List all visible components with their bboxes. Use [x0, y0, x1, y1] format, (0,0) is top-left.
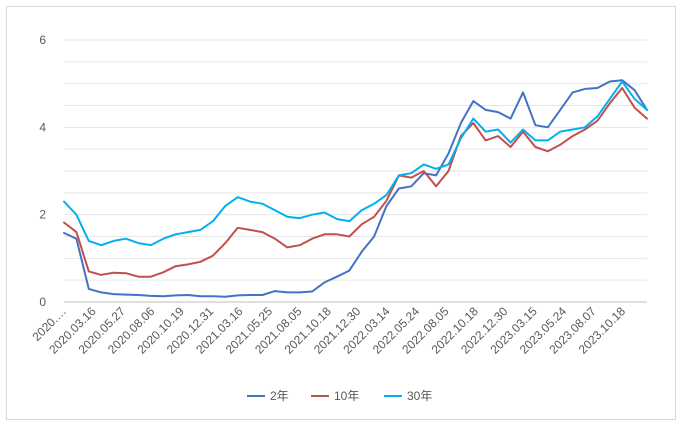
- series-line-2: [63, 87, 648, 278]
- series-line-1: [63, 79, 648, 298]
- legend-label-1: 2年: [270, 389, 289, 403]
- y-tick-label: 0: [39, 295, 46, 309]
- series-lines: [63, 79, 648, 298]
- legend-label-2: 10年: [334, 389, 359, 403]
- legend: 2年 10年 30年: [247, 389, 432, 403]
- x-axis-ticks: 2020.…2020.03.162020.05.272020.08.062020…: [30, 304, 629, 357]
- y-tick-label: 6: [39, 33, 46, 47]
- series-line-3: [63, 80, 648, 247]
- y-axis-ticks: 0 2 4 6: [39, 33, 46, 309]
- chart-frame: [6, 6, 676, 420]
- legend-label-3: 30年: [407, 389, 432, 403]
- y-tick-label: 2: [39, 208, 46, 222]
- gridlines: [64, 39, 647, 303]
- y-tick-label: 4: [39, 120, 46, 134]
